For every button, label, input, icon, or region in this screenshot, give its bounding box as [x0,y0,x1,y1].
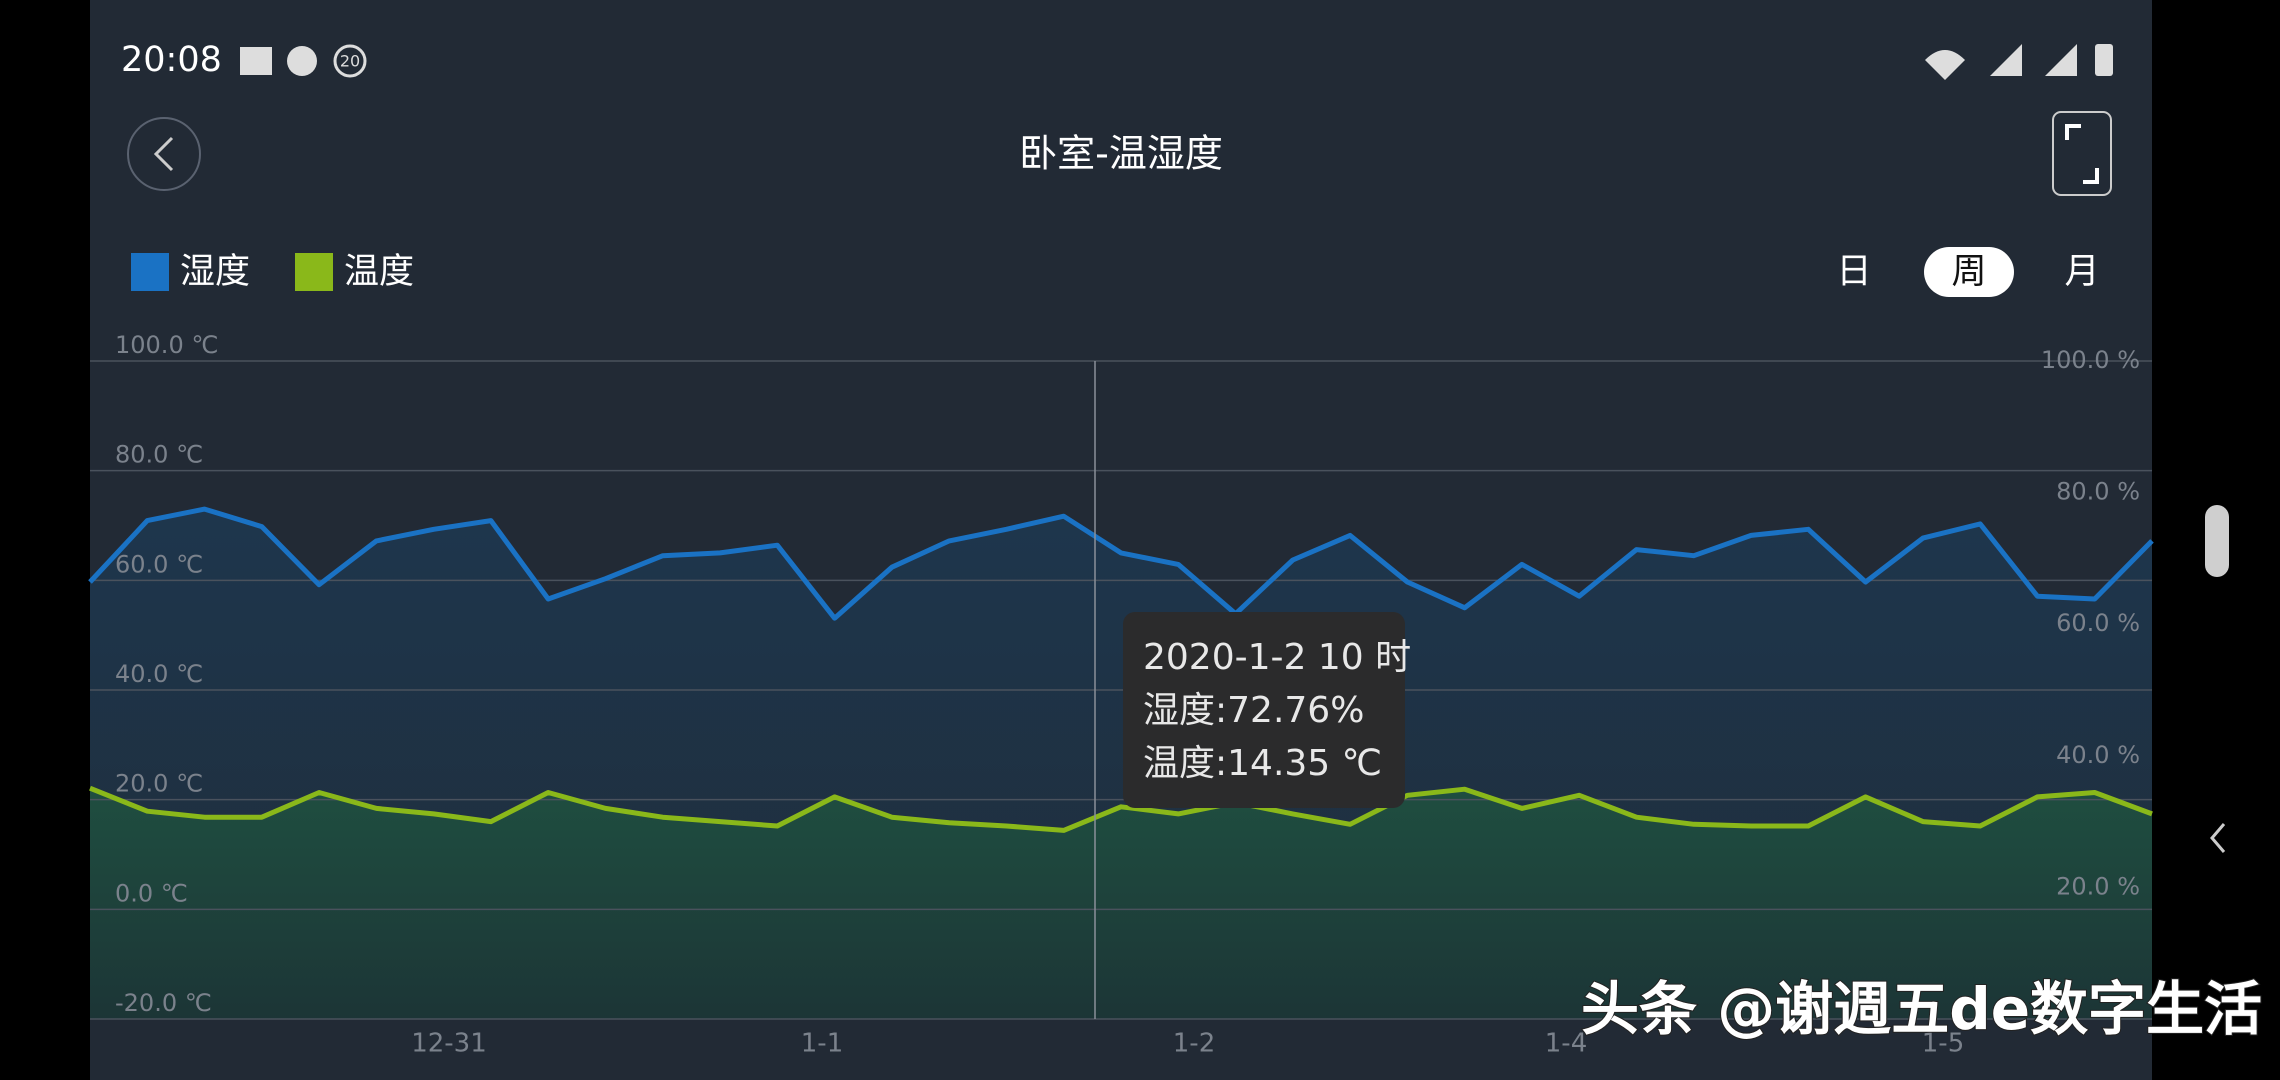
series-line [89,785,2153,833]
y-tick-label: -20.0 ℃ [115,989,212,1017]
legend-swatch [131,253,169,291]
status-icon [333,44,367,78]
y-tick-label: 80.0 ℃ [115,441,203,469]
status-time: 20:08 [121,40,222,80]
scrollbar [2205,505,2229,577]
wifi-icon [1925,50,1965,80]
y-tick-label: 40.0 ℃ [115,660,203,688]
y-tick-label: 0.0 ℃ [115,879,188,907]
status-icon [240,47,272,75]
y2-tick-label: 60.0 % [2056,609,2140,637]
y-tick-label: 100.0 ℃ [115,331,218,359]
fullscreen-frame[interactable] [2052,111,2112,196]
tooltip-line: 温度:14.35 ℃ [1143,743,1382,784]
back-arrow[interactable] [153,136,174,172]
fullscreen-button[interactable] [2052,111,2112,196]
tab-label[interactable]: 日 [1836,252,1871,292]
watermark: 头条 @谢週五de数字生活 [1581,975,2262,1043]
y2-tick-label: 80.0 % [2056,478,2140,506]
side-arrow[interactable] [2210,823,2226,853]
tooltip-line: 2020-1-2 10 时 [1143,637,1411,678]
y2-tick-label: 40.0 % [2056,741,2140,769]
y-tick-label: 60.0 ℃ [115,550,203,578]
status-badge: 20 [340,52,360,71]
signal-icon [2045,44,2077,76]
area-fill [90,788,2152,1019]
x-tick-label: 1-2 [1173,1029,1215,1059]
x-tick-label: 1-1 [801,1029,843,1059]
y2-tick-label: 100.0 % [2041,346,2140,374]
back-circle[interactable] [127,117,201,191]
tooltip-box [1123,612,1405,808]
tab-label[interactable]: 月 [2064,252,2099,292]
tab-pill[interactable] [1924,247,2014,297]
fullscreen-icon[interactable] [2065,124,2099,184]
y2-tick-label: 20.0 % [2056,872,2140,900]
signal-icon [1990,44,2022,76]
x-tick-label: 12-31 [411,1029,487,1059]
status-icon [287,46,317,76]
battery-icon [2095,44,2113,76]
tooltip-line: 湿度:72.76% [1143,690,1364,731]
legend-label: 温度 [344,252,414,292]
y-tick-label: 20.0 ℃ [115,770,203,798]
series-line [88,506,2154,621]
legend-label: 湿度 [180,252,250,292]
tab-label[interactable]: 周 [1951,252,1986,292]
x-tick-label: 1-5 [1922,1029,1964,1059]
page-title: 卧室-温湿度 [1019,132,1223,176]
x-tick-label: 1-4 [1545,1029,1587,1059]
legend-swatch [295,253,333,291]
back-button[interactable] [127,117,201,191]
